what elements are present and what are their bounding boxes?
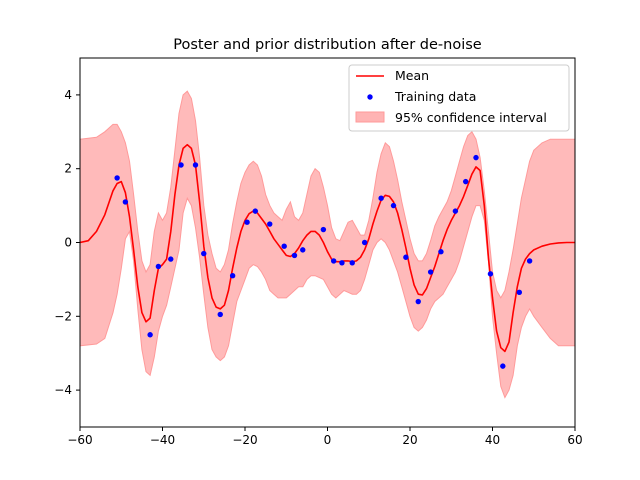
x-tick-label: 20 xyxy=(402,433,417,447)
training-data-points xyxy=(114,154,533,369)
legend-mean-label: Mean xyxy=(395,68,429,83)
y-tick-label: 0 xyxy=(64,236,72,250)
training-point xyxy=(500,363,506,369)
training-point xyxy=(244,219,250,225)
chart-title: Poster and prior distribution after de-n… xyxy=(173,37,482,53)
training-point xyxy=(252,208,259,214)
training-point xyxy=(217,311,223,318)
y-tick-label: −2 xyxy=(54,309,72,323)
training-point xyxy=(473,154,479,161)
training-point xyxy=(114,175,120,181)
legend: Mean Training data 95% confidence interv… xyxy=(348,64,570,132)
x-tick-label: 60 xyxy=(567,433,582,447)
training-point xyxy=(155,263,162,270)
training-point xyxy=(281,243,287,249)
training-point xyxy=(192,162,199,168)
legend-training-label: Training data xyxy=(394,89,476,104)
y-tick-label: 4 xyxy=(64,88,72,102)
training-point xyxy=(349,260,355,266)
training-point xyxy=(320,226,327,233)
x-axis-ticks: −60 −40 −20 0 20 40 60 xyxy=(67,427,583,447)
mean-line xyxy=(79,143,575,353)
training-point xyxy=(147,332,153,338)
training-point xyxy=(526,258,533,264)
training-point xyxy=(378,195,384,201)
training-point xyxy=(361,239,368,246)
training-point xyxy=(330,258,337,264)
training-point xyxy=(415,298,421,305)
training-point xyxy=(390,202,397,209)
training-point xyxy=(229,273,236,279)
training-point xyxy=(487,271,494,277)
x-tick-label: 0 xyxy=(324,433,332,447)
training-point xyxy=(291,252,298,259)
training-point xyxy=(516,289,523,296)
y-tick-label: 2 xyxy=(64,162,72,176)
x-tick-label: −40 xyxy=(150,433,175,447)
training-point xyxy=(267,221,273,227)
legend-box xyxy=(348,64,570,132)
y-axis-ticks: −4 −2 0 2 4 xyxy=(54,88,80,397)
training-point xyxy=(300,247,306,253)
training-point xyxy=(438,249,444,255)
training-point xyxy=(462,178,469,185)
x-tick-label: −20 xyxy=(232,433,257,447)
legend-training-swatch xyxy=(367,94,373,100)
training-point xyxy=(427,269,434,275)
x-tick-label: 40 xyxy=(485,433,500,447)
training-point xyxy=(339,260,345,266)
training-point xyxy=(122,199,129,205)
legend-ci-swatch xyxy=(355,111,385,123)
training-point xyxy=(168,256,174,262)
confidence-interval-band xyxy=(79,90,576,399)
training-point xyxy=(178,162,184,168)
training-point xyxy=(201,250,207,257)
y-tick-label: −4 xyxy=(54,383,72,397)
training-point xyxy=(403,254,409,260)
x-tick-label: −60 xyxy=(67,433,92,447)
legend-ci-label: 95% confidence interval xyxy=(395,110,547,125)
training-point xyxy=(452,208,459,214)
